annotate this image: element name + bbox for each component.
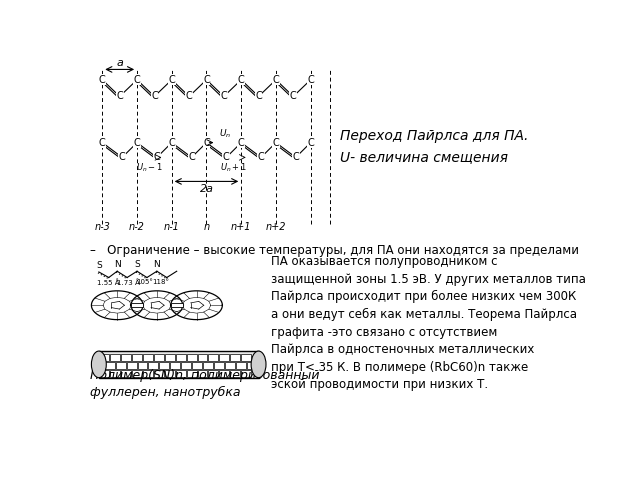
Text: C: C bbox=[168, 138, 175, 148]
Text: C: C bbox=[99, 75, 106, 85]
Bar bbox=[225, 361, 235, 369]
Bar bbox=[220, 354, 229, 361]
Text: C: C bbox=[292, 152, 299, 162]
Bar bbox=[198, 370, 207, 377]
Bar bbox=[165, 370, 175, 377]
Text: C: C bbox=[188, 152, 195, 162]
Bar bbox=[121, 370, 131, 377]
Text: C: C bbox=[186, 91, 193, 101]
Text: C: C bbox=[116, 91, 123, 101]
Text: –   Ограничение – высокие температуры, для ПА они находятся за пределами: – Ограничение – высокие температуры, для… bbox=[90, 244, 579, 257]
Text: Полимер(SN)n, полимеризованный
фуллерен, нанотрубка: Полимер(SN)n, полимеризованный фуллерен,… bbox=[90, 370, 319, 399]
Text: C: C bbox=[134, 75, 140, 85]
Bar bbox=[192, 361, 202, 369]
Text: ПА оказывается полупроводником с
защищенной зоны 1.5 эВ. У других металлов типа
: ПА оказывается полупроводником с защищен… bbox=[271, 255, 586, 391]
Text: C: C bbox=[99, 138, 106, 148]
Text: C: C bbox=[203, 75, 210, 85]
Bar bbox=[127, 361, 136, 369]
Bar bbox=[154, 354, 164, 361]
Bar bbox=[220, 370, 229, 377]
Bar bbox=[246, 361, 257, 369]
Bar bbox=[110, 370, 120, 377]
Bar bbox=[214, 361, 224, 369]
Bar bbox=[198, 354, 207, 361]
Text: a: a bbox=[116, 58, 123, 68]
Text: n: n bbox=[204, 222, 209, 232]
Text: 2a: 2a bbox=[200, 184, 214, 194]
Bar bbox=[187, 354, 196, 361]
Text: C: C bbox=[307, 75, 314, 85]
Bar bbox=[230, 370, 240, 377]
Bar bbox=[143, 354, 153, 361]
Bar bbox=[132, 354, 142, 361]
Text: N: N bbox=[154, 260, 160, 269]
Bar bbox=[171, 303, 182, 307]
Text: C: C bbox=[238, 75, 244, 85]
Text: C: C bbox=[290, 91, 297, 101]
Bar bbox=[209, 354, 218, 361]
Text: C: C bbox=[203, 138, 210, 148]
Bar bbox=[181, 361, 191, 369]
Bar bbox=[138, 361, 147, 369]
Text: 1.55 Å: 1.55 Å bbox=[97, 280, 120, 287]
Bar bbox=[241, 354, 251, 361]
Bar bbox=[203, 361, 213, 369]
Text: S: S bbox=[96, 261, 102, 270]
Text: 105°: 105° bbox=[136, 279, 153, 285]
Bar bbox=[148, 361, 158, 369]
Text: n+2: n+2 bbox=[266, 222, 286, 232]
Bar bbox=[121, 354, 131, 361]
Ellipse shape bbox=[251, 351, 266, 378]
Bar bbox=[99, 370, 109, 377]
Text: $U_n + 1$: $U_n + 1$ bbox=[220, 162, 247, 174]
Text: C: C bbox=[134, 138, 140, 148]
Text: S: S bbox=[134, 260, 140, 269]
Bar bbox=[110, 354, 120, 361]
Text: n-2: n-2 bbox=[129, 222, 145, 232]
Text: Переход Пайрлса для ПА.
U- величина смещения: Переход Пайрлса для ПА. U- величина смещ… bbox=[340, 129, 529, 164]
Text: C: C bbox=[273, 138, 279, 148]
Bar bbox=[116, 361, 125, 369]
Bar bbox=[143, 370, 153, 377]
Text: 1.73 Å: 1.73 Å bbox=[116, 280, 140, 287]
Bar bbox=[230, 354, 240, 361]
Text: n-3: n-3 bbox=[94, 222, 110, 232]
Text: C: C bbox=[119, 152, 125, 162]
Text: $U_n - 1$: $U_n - 1$ bbox=[136, 162, 163, 174]
Text: C: C bbox=[238, 138, 244, 148]
Bar bbox=[99, 354, 109, 361]
Text: n+1: n+1 bbox=[231, 222, 252, 232]
Bar bbox=[187, 370, 196, 377]
Text: C: C bbox=[151, 91, 158, 101]
Bar bbox=[165, 354, 175, 361]
Bar bbox=[99, 351, 259, 378]
Text: $U_n$: $U_n$ bbox=[219, 127, 231, 140]
Text: C: C bbox=[220, 91, 227, 101]
Bar bbox=[241, 370, 251, 377]
Text: C: C bbox=[255, 91, 262, 101]
Bar bbox=[159, 361, 169, 369]
Text: n-1: n-1 bbox=[164, 222, 180, 232]
Text: 118°: 118° bbox=[152, 279, 170, 285]
Text: N: N bbox=[114, 260, 120, 269]
Bar bbox=[209, 370, 218, 377]
Bar bbox=[131, 303, 143, 307]
Text: C: C bbox=[258, 152, 264, 162]
Text: C: C bbox=[154, 152, 160, 162]
Text: C: C bbox=[168, 75, 175, 85]
Text: C: C bbox=[273, 75, 279, 85]
Text: C: C bbox=[307, 138, 314, 148]
Bar bbox=[176, 354, 186, 361]
Bar bbox=[99, 351, 259, 378]
Bar bbox=[236, 361, 246, 369]
Bar bbox=[154, 370, 164, 377]
Text: C: C bbox=[223, 152, 230, 162]
Bar bbox=[170, 361, 180, 369]
Bar bbox=[132, 370, 142, 377]
Ellipse shape bbox=[92, 351, 106, 378]
Bar bbox=[176, 370, 186, 377]
Bar bbox=[105, 361, 115, 369]
